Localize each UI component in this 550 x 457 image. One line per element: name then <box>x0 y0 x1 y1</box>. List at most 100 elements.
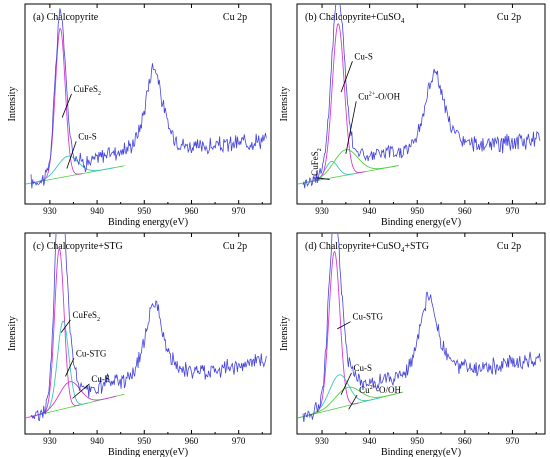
cu-s-annotation: Cu-S <box>91 374 110 384</box>
cu2-o-oh-annotation: Cu2+-O/OH <box>358 91 400 101</box>
y-axis-label: Intensity <box>7 316 18 351</box>
annotation-main: CuFeS <box>73 84 98 94</box>
cu-s-annotation: Cu-S <box>353 363 372 373</box>
x-tick-label: 930 <box>315 436 329 446</box>
panel-title: (d) Chalcopyrite+CuSO4+STG <box>305 241 429 254</box>
xps-panel-4: 930 940 950 960 970 Binding energy(eV) Intensi… <box>279 232 546 457</box>
annotation-leader <box>72 383 90 399</box>
component-peak <box>37 320 89 416</box>
x-tick-label: 960 <box>458 436 472 446</box>
x-tick-label: 960 <box>185 206 199 216</box>
x-axis-label: Binding energy(eV) <box>381 217 461 228</box>
y-axis-label: Intensity <box>279 87 290 122</box>
spectrum-data-line <box>302 5 541 189</box>
xps-panel-3: 930 940 950 960 970 Binding energy(eV) Intensi… <box>7 232 272 457</box>
plot-area <box>298 234 541 423</box>
annotation-leader <box>61 93 72 118</box>
panel-title-subscript: 4 <box>401 246 405 254</box>
annotation-main: CuFeS <box>73 310 98 320</box>
annotation-subscript: 2 <box>97 317 100 323</box>
x-tick-label: 940 <box>363 436 377 446</box>
annotation-main: Cu-S <box>91 374 110 384</box>
spectrum-data-line <box>302 234 541 423</box>
panel-title: (c) Chalcopyrite+STG <box>33 241 123 252</box>
plot-area <box>26 8 267 189</box>
xps-panel-1: 930 940 950 960 970 Binding energy(eV) Intensi… <box>7 3 272 228</box>
x-tick-label: 940 <box>90 206 104 216</box>
x-tick-label: 950 <box>410 206 424 216</box>
annotation-leader <box>316 177 330 180</box>
plot-frame <box>24 3 272 205</box>
x-tick-label: 970 <box>232 436 246 446</box>
annotation-main: Cu-S <box>353 363 372 373</box>
annotation-leader <box>337 321 351 330</box>
x-tick-label: 970 <box>232 206 246 216</box>
plot-frame <box>24 232 272 435</box>
plot-frame <box>296 3 546 205</box>
x-tick-label: 940 <box>363 206 377 216</box>
x-tick-label: 930 <box>43 206 57 216</box>
cu-stg-annotation: Cu-STG <box>353 312 384 322</box>
x-tick-label: 960 <box>458 206 472 216</box>
component-peak <box>298 149 399 185</box>
panel-title-main: (c) Chalcopyrite+STG <box>33 241 123 252</box>
annotation-leader <box>60 319 71 333</box>
annotation-main: Cu <box>359 385 370 395</box>
annotation-main: Cu-S <box>354 51 373 61</box>
annotation-main: Cu-S <box>78 131 97 141</box>
cufes2-annotation: CuFeS2 <box>310 148 323 176</box>
y-axis-label: Intensity <box>279 316 290 351</box>
annotation-leader <box>348 394 358 410</box>
cu-s-annotation: Cu-S <box>354 51 373 61</box>
annotation-main: Cu-STG <box>76 348 107 358</box>
panel-title-main: (a) Chalcopyrite <box>33 12 99 23</box>
spectrum-label: Cu 2p <box>223 241 247 252</box>
x-tick-label: 960 <box>185 436 199 446</box>
x-tick-label: 940 <box>90 436 104 446</box>
x-tick-label: 950 <box>410 436 424 446</box>
plot-area <box>26 234 267 422</box>
x-tick-label: 930 <box>315 206 329 216</box>
spectrum-data-line <box>30 8 267 189</box>
x-axis-label: Binding energy(eV) <box>108 447 188 457</box>
spectrum-label: Cu 2p <box>497 241 521 252</box>
annotation-suffix: -O/OH <box>376 385 401 395</box>
annotation-main: Cu-STG <box>353 312 384 322</box>
x-axis-label: Binding energy(eV) <box>108 217 188 228</box>
annotation-suffix: -O/OH <box>375 91 400 101</box>
annotation-subscript: 2 <box>98 91 101 97</box>
cu-stg-annotation: Cu-STG <box>76 348 107 358</box>
cu2-o-oh-annotation: Cu2+-O/OH <box>359 385 401 395</box>
spectrum-label: Cu 2p <box>497 12 521 23</box>
panel-title: (b) Chalcopyrite+CuSO4 <box>305 12 405 25</box>
plot-frame <box>296 232 546 435</box>
annotation-leader <box>65 358 75 377</box>
annotation-main: Cu <box>358 91 369 101</box>
cu-s-annotation: Cu-S <box>78 131 97 141</box>
annotation-leader <box>345 101 357 155</box>
x-tick-label: 970 <box>506 206 520 216</box>
panel-title: (a) Chalcopyrite <box>33 12 99 23</box>
x-tick-label: 970 <box>506 436 520 446</box>
annotation-subscript: 2 <box>317 148 323 151</box>
spectrum-label: Cu 2p <box>223 12 247 23</box>
annotation-superscript: 2+ <box>369 91 376 97</box>
panel-title-main: (d) Chalcopyrite+CuSO <box>305 241 401 252</box>
panel-title-suffix: +STG <box>404 241 429 252</box>
panel-title-subscript: 4 <box>401 17 405 25</box>
panel-title-main: (b) Chalcopyrite+CuSO <box>305 12 401 23</box>
cufes2-annotation: CuFeS2 <box>73 310 101 323</box>
spectrum-data-line <box>30 234 267 422</box>
component-peak <box>26 155 115 185</box>
annotation-superscript: 2+ <box>370 385 377 391</box>
cufes2-annotation: CuFeS2 <box>73 84 101 97</box>
y-axis-label: Intensity <box>7 87 18 122</box>
annotation-leader <box>340 372 352 395</box>
annotation-main: CuFeS <box>310 151 320 176</box>
x-tick-label: 950 <box>138 436 152 446</box>
xps-panel-2: 930 940 950 960 970 Binding energy(eV) Intensi… <box>279 3 546 228</box>
annotation-leader <box>66 141 77 169</box>
x-axis-label: Binding energy(eV) <box>381 447 461 457</box>
